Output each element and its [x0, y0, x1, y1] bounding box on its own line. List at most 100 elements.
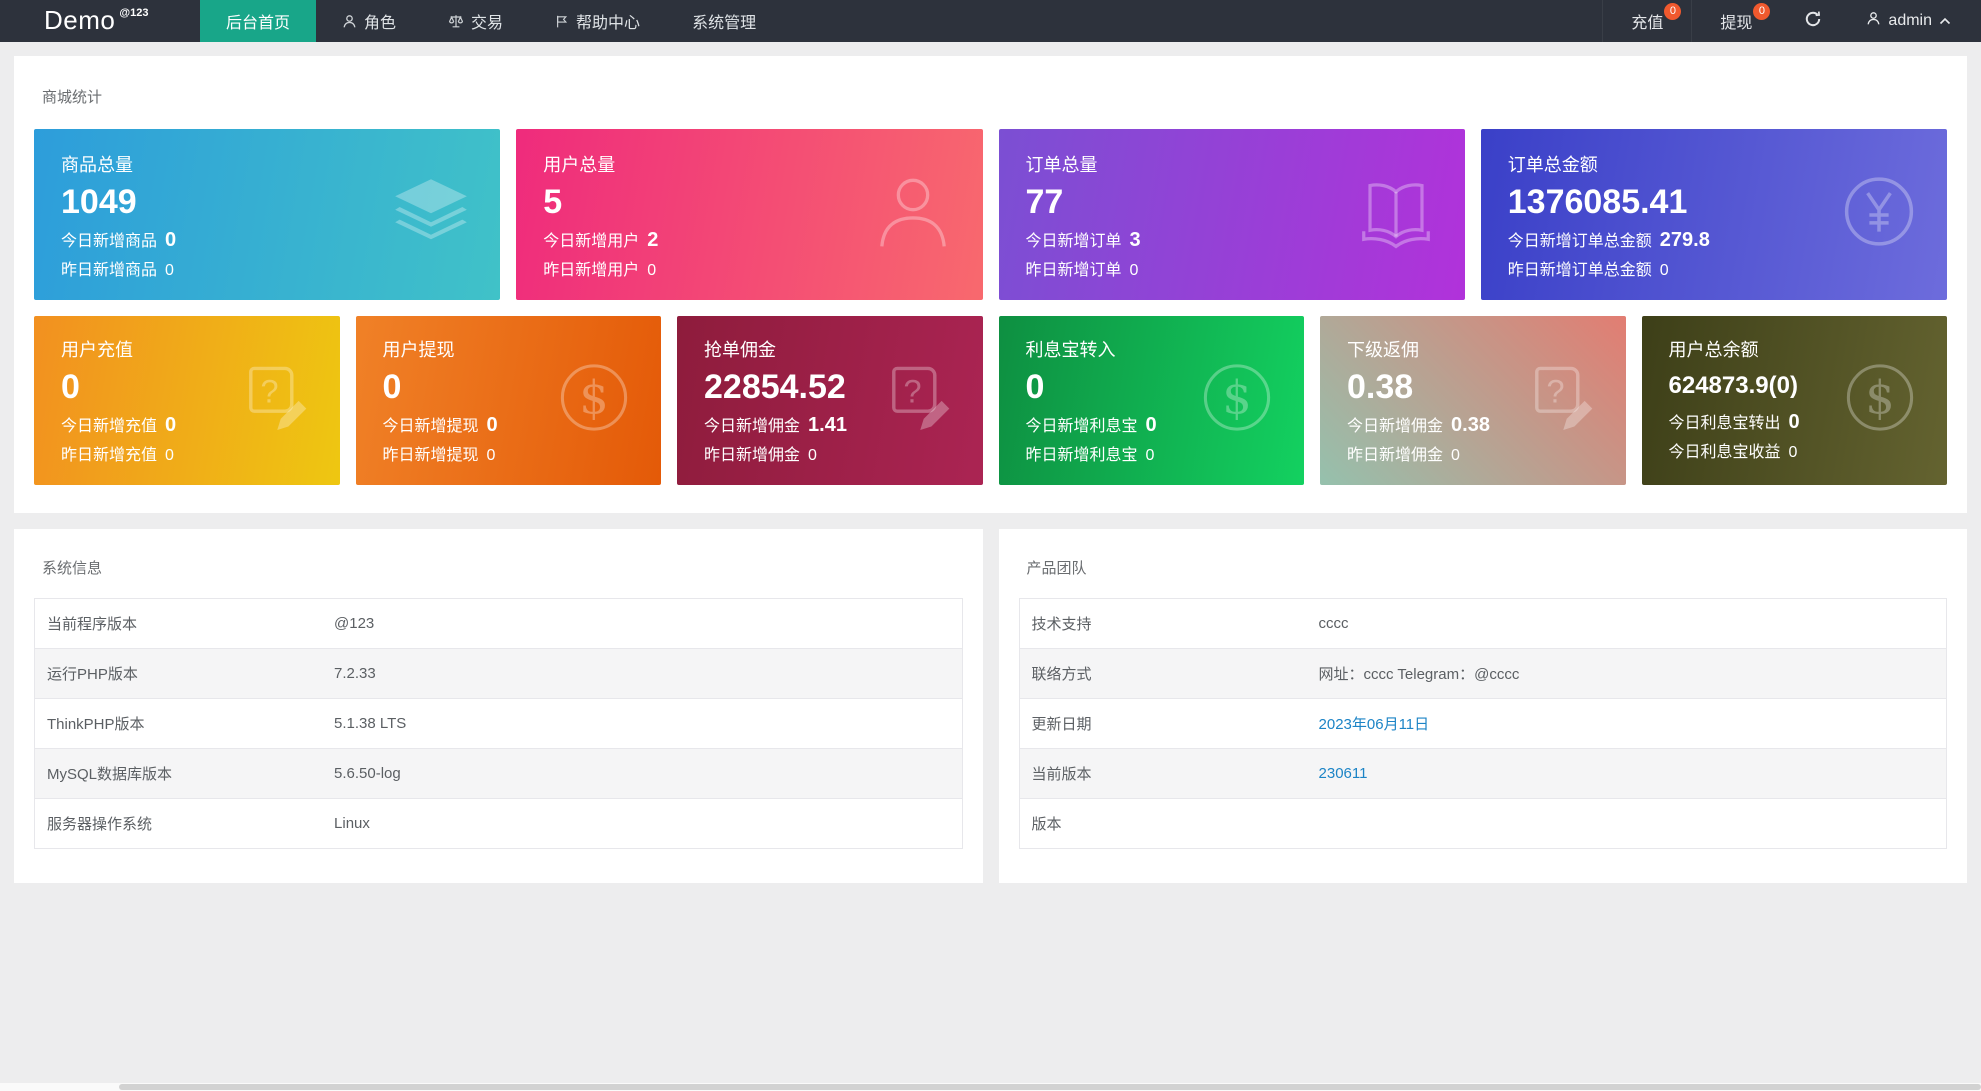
yesterday-value: 0	[165, 446, 174, 464]
svg-text:$: $	[1222, 371, 1251, 425]
layers-icon	[388, 169, 474, 260]
stat-card-title: 用户充值	[61, 339, 133, 360]
row-value-link[interactable]: 230611	[1318, 764, 1368, 782]
stat-card-yesterday-line: 昨日新增订单 0	[1026, 256, 1465, 280]
yesterday-value: 0	[1129, 261, 1139, 279]
stat-card-value: 5	[543, 183, 563, 221]
stat-card: 用户总余额 624873.9(0) 今日利息宝转出 0 今日利息宝收益 0 $	[1641, 315, 1947, 485]
row-value-link[interactable]: 2023年06月11日	[1318, 715, 1430, 733]
stat-card-value: 624873.9(0)	[1668, 371, 1798, 399]
notification-badge: 0	[1664, 3, 1682, 20]
stat-card-today-line: 今日新增佣金 1.41	[704, 412, 983, 437]
menu-item-2[interactable]: 角色	[316, 0, 422, 42]
row-value: 230611	[1307, 748, 1947, 798]
row-label: MySQL数据库版本	[47, 765, 173, 783]
stat-card-value: 22854.52	[704, 367, 846, 406]
row-label: 更新日期	[1031, 715, 1092, 733]
stat-card-yesterday-line: 昨日新增订单总金额 0	[1508, 256, 1947, 280]
stat-card-yesterday-line: 昨日新增利息宝 0	[1026, 441, 1305, 465]
yesterday-label: 今日利息宝收益	[1668, 443, 1781, 461]
table-row: 服务器操作系统 Linux	[34, 798, 962, 848]
menu-item-label: 系统管理	[692, 15, 757, 32]
table-row: MySQL数据库版本 5.6.50-log	[34, 748, 962, 799]
withdraw-button[interactable]: 提现 0	[1691, 0, 1780, 42]
row-value: 5.6.50-log	[334, 764, 401, 782]
table-row: ThinkPHP版本 5.1.38 LTS	[34, 698, 962, 748]
system-info-table: 当前程序版本 @123 运行PHP版本 7.2.33 ThinkPHP版本 5.1.38 …	[34, 597, 963, 849]
row-value: 7.2.33	[334, 664, 376, 682]
stat-card: 用户总量 5 今日新增用户 2 昨日新增用户 0	[516, 129, 983, 300]
yesterday-value: 0	[1659, 261, 1669, 279]
row-value: 5.1.38 LTS	[334, 714, 407, 732]
today-label: 今日新增用户	[543, 232, 640, 250]
user-menu[interactable]: admin	[1846, 0, 1981, 42]
nav-action-label: 提现	[1720, 15, 1753, 32]
yesterday-label: 昨日新增佣金	[1347, 446, 1444, 464]
main-menu: 后台首页 角色 交易 帮助中心 系统管理	[200, 0, 782, 42]
row-label: 版本	[1031, 815, 1062, 833]
yesterday-label: 昨日新增订单总金额	[1507, 261, 1652, 279]
product-team-table: 技术支持 cccc 联络方式 网址：cccc Telegram：@cccc 更新日期 20…	[1018, 597, 1947, 849]
horizontal-scrollbar-thumb[interactable]	[118, 1084, 1981, 1090]
horizontal-scrollbar	[0, 1083, 1981, 1091]
stat-card: 商品总量 1049 今日新增商品 0 昨日新增商品 0	[34, 129, 501, 300]
stat-card-today-line: 今日新增商品 0	[61, 227, 500, 252]
table-row: 运行PHP版本 7.2.33	[34, 648, 962, 699]
bottom-panels: 系统信息 当前程序版本 @123 运行PHP版本 7.2.33 ThinkPHP版本 5.…	[14, 528, 1967, 883]
yesterday-label: 昨日新增利息宝	[1025, 446, 1138, 464]
row-value: 网址：cccc Telegram：@cccc	[1318, 665, 1520, 683]
table-row: 技术支持 cccc	[1019, 598, 1947, 648]
menu-item-label: 交易	[471, 15, 504, 32]
stat-card-today-line: 今日新增充值 0	[61, 412, 340, 437]
stat-card-title: 用户总余额	[1668, 339, 1759, 360]
today-value: 0	[1788, 410, 1800, 433]
row-value	[1307, 798, 1947, 848]
user-icon	[869, 168, 957, 261]
dollar-icon: $	[1196, 357, 1278, 444]
stats-row-2: 用户充值 0 今日新增充值 0 昨日新增充值 0? 用户提现 0 今日新增提现 0 昨日新增提现 0 $…	[34, 315, 1947, 485]
brand-version: @123	[119, 7, 149, 19]
row-value: 2023年06月11日	[1307, 698, 1947, 748]
yesterday-label: 昨日新增提现	[382, 446, 479, 464]
page-content: 商城统计 商品总量 1049 今日新增商品 0 昨日新增商品 0 用户总量 5 今日新增用户 2 昨…	[0, 42, 1981, 883]
stat-card-yesterday-line: 昨日新增提现 0	[383, 441, 662, 465]
stat-card-yesterday-line: 昨日新增充值 0	[61, 441, 340, 465]
stat-card: 用户充值 0 今日新增充值 0 昨日新增充值 0?	[34, 315, 340, 485]
table-row: 当前版本 230611	[1019, 748, 1947, 799]
dollar-icon: $	[1839, 357, 1921, 444]
today-value: 279.8	[1659, 228, 1710, 251]
refresh-button[interactable]	[1780, 0, 1846, 42]
system-info-title: 系统信息	[42, 559, 103, 577]
doc-edit-icon: ?	[875, 357, 957, 444]
stat-card-title: 下级返佣	[1347, 339, 1419, 360]
today-label: 今日新增充值	[61, 417, 158, 435]
stat-card-title: 抢单佣金	[704, 339, 776, 360]
svg-text:$: $	[1865, 371, 1894, 425]
table-row: 联络方式 网址：cccc Telegram：@cccc	[1019, 648, 1947, 699]
menu-item-4[interactable]: 帮助中心	[529, 0, 666, 42]
yesterday-label: 昨日新增佣金	[704, 446, 801, 464]
today-value: 2	[647, 228, 659, 251]
today-label: 今日利息宝转出	[1668, 414, 1781, 432]
yesterday-label: 昨日新增商品	[61, 261, 158, 279]
recharge-button[interactable]: 充值 0	[1602, 0, 1691, 42]
row-value: @123	[334, 614, 375, 632]
row-value: cccc	[1318, 614, 1349, 632]
stat-card-title: 利息宝转入	[1025, 339, 1116, 360]
yesterday-value: 0	[1145, 446, 1155, 464]
stat-card-today-line: 今日新增订单总金额 279.8	[1508, 227, 1947, 252]
menu-item-3[interactable]: 交易	[422, 0, 529, 42]
stat-card-title: 用户提现	[382, 339, 455, 360]
product-team-title: 产品团队	[1026, 559, 1087, 577]
yesterday-value: 0	[1788, 443, 1798, 461]
today-value: 0	[165, 228, 177, 251]
menu-item-label: 角色	[364, 15, 397, 32]
stat-card-title: 订单总量	[1025, 155, 1098, 175]
stat-card-title: 用户总量	[543, 155, 616, 175]
svg-text:$: $	[579, 371, 608, 425]
stat-card-value: 1049	[61, 183, 137, 221]
today-value: 3	[1129, 228, 1141, 251]
menu-item-1[interactable]: 后台首页	[200, 0, 317, 42]
menu-item-5[interactable]: 系统管理	[666, 0, 782, 42]
yen-icon	[1837, 170, 1921, 259]
